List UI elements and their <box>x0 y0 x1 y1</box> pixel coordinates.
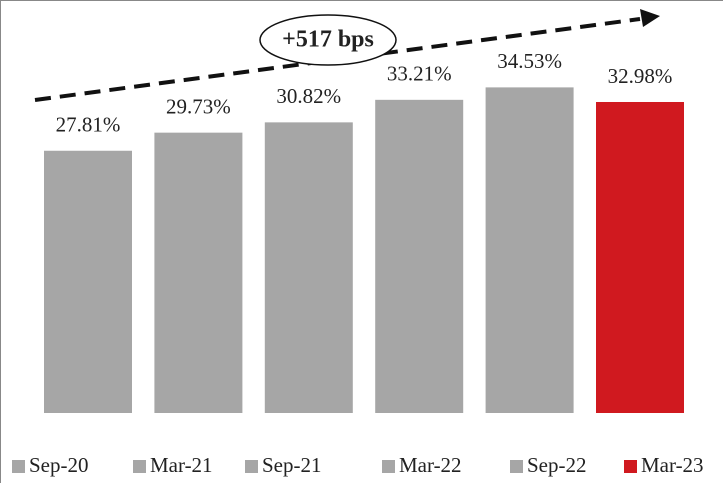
value-label: 32.98% <box>608 64 673 88</box>
legend-swatch <box>245 460 258 473</box>
bar <box>154 132 243 413</box>
annotation: +517 bps <box>282 27 374 53</box>
legend-label: Mar-22 <box>399 453 462 477</box>
arrow-head <box>640 9 660 27</box>
bar <box>375 99 464 413</box>
legend-label: Sep-22 <box>527 453 587 477</box>
legend-swatch <box>624 460 637 473</box>
legend-swatch <box>133 460 146 473</box>
value-label: 34.53% <box>497 49 562 73</box>
value-label: 33.21% <box>387 62 452 86</box>
legend-swatch <box>510 460 523 473</box>
legend-label: Mar-23 <box>641 453 704 477</box>
legend-swatch <box>382 460 395 473</box>
legend-label: Sep-20 <box>29 453 89 477</box>
legend-swatch <box>12 460 25 473</box>
bar <box>44 150 132 413</box>
bar <box>485 87 574 413</box>
bar <box>596 101 684 413</box>
legend-label: Sep-21 <box>262 453 322 477</box>
bar <box>264 122 353 413</box>
value-label: 27.81% <box>56 113 121 137</box>
legend-label: Mar-21 <box>150 453 213 477</box>
annotation-ellipse <box>259 14 397 66</box>
value-label: 29.73% <box>166 94 231 118</box>
value-label: 30.82% <box>276 84 341 108</box>
